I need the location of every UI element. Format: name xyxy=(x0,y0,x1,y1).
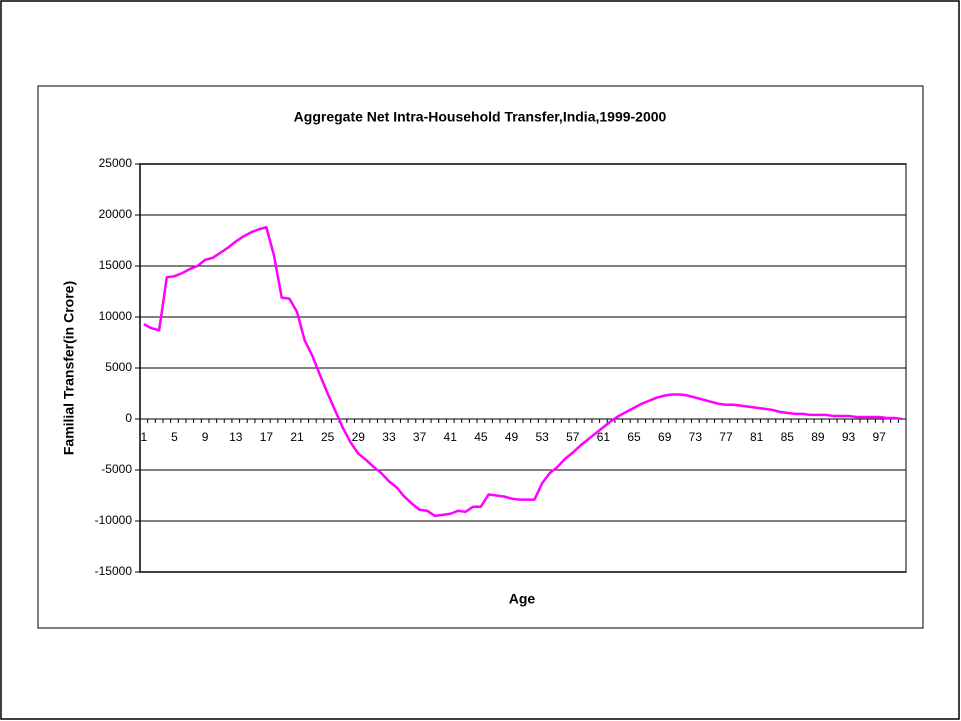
y-tick-label: 0 xyxy=(125,411,132,425)
x-tick-label: 89 xyxy=(811,430,825,444)
y-tick-label: -10000 xyxy=(95,513,133,527)
x-tick-label: 13 xyxy=(229,430,243,444)
y-tick-label: 15000 xyxy=(99,258,133,272)
x-tick-label: 49 xyxy=(505,430,519,444)
x-tick-label: 21 xyxy=(290,430,304,444)
x-tick-label: 61 xyxy=(597,430,611,444)
x-tick-label: 45 xyxy=(474,430,488,444)
x-axis-title: Age xyxy=(509,591,536,607)
plot-area: -15000 -10000 -5000 0 5000 10000 15000 20000 250… xyxy=(95,156,907,578)
y-tick-label: 25000 xyxy=(99,156,133,170)
y-tick-label: 5000 xyxy=(105,360,132,374)
x-tick-label: 73 xyxy=(689,430,703,444)
y-tick-label: 10000 xyxy=(99,309,133,323)
x-tick-label: 81 xyxy=(750,430,764,444)
x-tick-label: 5 xyxy=(171,430,178,444)
x-tick-label: 93 xyxy=(842,430,856,444)
y-tick-label: -15000 xyxy=(95,564,133,578)
y-axis-title: Familial Transfer(in Crore) xyxy=(61,281,77,455)
x-tick-label: 77 xyxy=(719,430,733,444)
x-tick-label: 17 xyxy=(260,430,274,444)
x-tick-label: 25 xyxy=(321,430,335,444)
x-tick-label: 57 xyxy=(566,430,580,444)
x-tick-label: 33 xyxy=(382,430,396,444)
y-tick-label: -5000 xyxy=(101,462,132,476)
x-tick-label: 53 xyxy=(535,430,549,444)
x-tick-label: 85 xyxy=(781,430,795,444)
x-tick-label: 37 xyxy=(413,430,427,444)
x-tick-label: 69 xyxy=(658,430,672,444)
x-tick-label: 65 xyxy=(627,430,641,444)
x-tick-label: 41 xyxy=(444,430,458,444)
x-tick-label: 29 xyxy=(352,430,366,444)
data-line xyxy=(143,225,903,518)
x-tick-label: 97 xyxy=(873,430,887,444)
x-tick-label: 9 xyxy=(202,430,209,444)
x-tick-label: 1 xyxy=(140,430,147,444)
chart-title: Aggregate Net Intra-Household Transfer,I… xyxy=(294,109,667,125)
y-tick-label: 20000 xyxy=(99,207,133,221)
